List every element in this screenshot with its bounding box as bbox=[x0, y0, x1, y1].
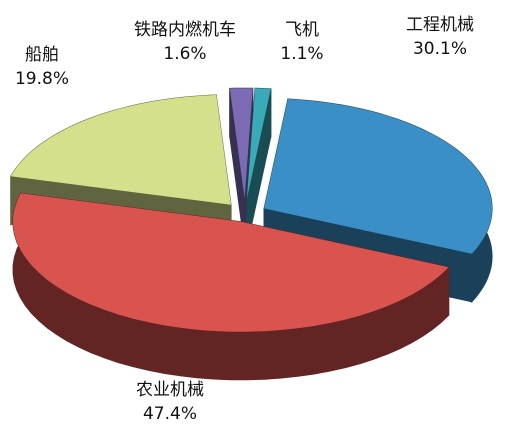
slice-label: 农业机械 bbox=[136, 380, 204, 400]
slice-label: 船舶 bbox=[25, 45, 59, 65]
slice bbox=[229, 88, 253, 199]
value-label: 1.1% bbox=[280, 44, 323, 64]
slice bbox=[10, 95, 232, 205]
value-label: 19.8% bbox=[15, 69, 69, 89]
slice-label: 飞机 bbox=[285, 20, 319, 40]
slice bbox=[246, 88, 271, 199]
value-label: 30.1% bbox=[413, 39, 467, 59]
slice-label: 铁路内燃机车 bbox=[134, 20, 236, 40]
value-label: 47.4% bbox=[143, 404, 197, 424]
value-label: 1.6% bbox=[163, 44, 206, 64]
slice bbox=[13, 193, 449, 332]
slice bbox=[264, 99, 493, 254]
slice-label: 工程机械 bbox=[406, 15, 474, 35]
